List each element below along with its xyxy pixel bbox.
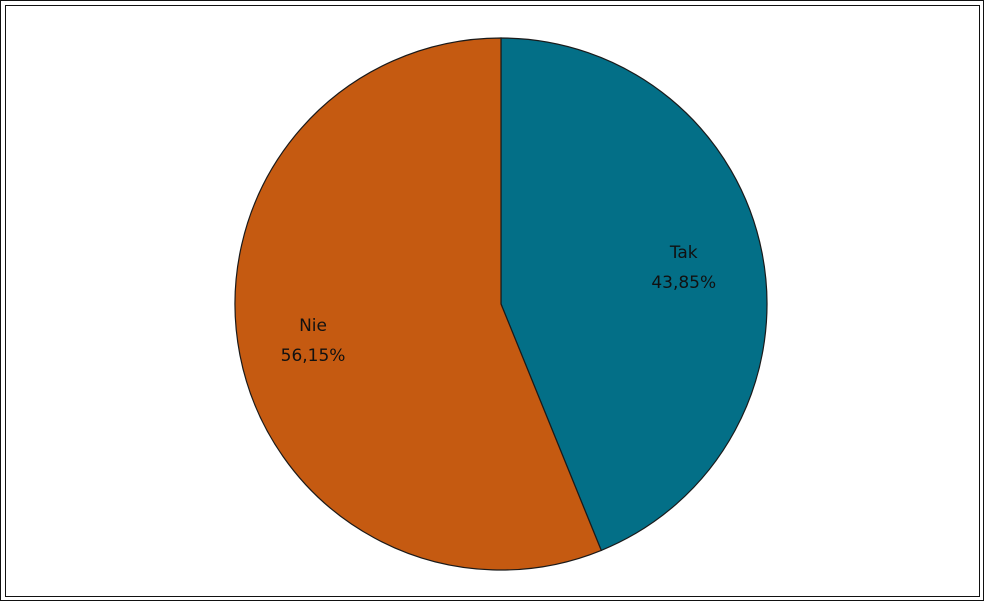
slice-label-tak-name: Tak	[669, 243, 698, 263]
slice-label-nie-value: 56,15%	[281, 346, 346, 366]
pie-slices	[234, 37, 768, 571]
slice-label-nie-name: Nie	[299, 316, 327, 336]
slice-label-tak-value: 43,85%	[651, 273, 716, 293]
chart-area	[5, 5, 980, 597]
pie-labels: Tak 43,85% Nie 56,15%	[281, 243, 717, 366]
pie-slice-nie	[234, 37, 603, 571]
pie-slice-tak	[500, 37, 768, 552]
